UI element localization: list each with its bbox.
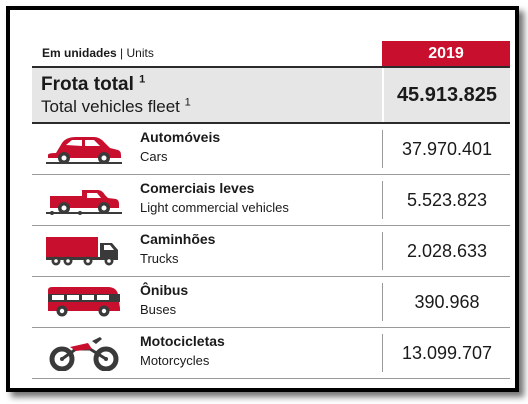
row-value: 5.523.823 bbox=[406, 189, 488, 210]
column-divider bbox=[382, 181, 383, 219]
table-row: Comerciais leves Light commercial vehicl… bbox=[32, 175, 510, 226]
table-row: Motocicletas Motorcycles 13.099.707 bbox=[32, 328, 510, 379]
table-row: Ônibus Buses 390.968 bbox=[32, 277, 510, 328]
row-value: 2.028.633 bbox=[406, 240, 488, 261]
bus-icon bbox=[42, 284, 124, 320]
total-label-pt: Frota total 1 bbox=[41, 74, 145, 96]
table-row: Caminhões Trucks 2.028.633 bbox=[32, 226, 510, 277]
total-value: 45.913.825 bbox=[396, 83, 498, 106]
column-divider bbox=[382, 68, 384, 122]
row-label-en: Light commercial vehicles bbox=[140, 200, 289, 215]
row-label-en: Trucks bbox=[140, 251, 179, 266]
row-label-en: Buses bbox=[140, 302, 177, 317]
year-header: 2019 bbox=[382, 41, 510, 66]
truck-icon bbox=[42, 233, 124, 269]
column-divider bbox=[382, 283, 383, 321]
total-footnote-pt: 1 bbox=[139, 73, 146, 86]
row-label-en: Cars bbox=[140, 149, 168, 164]
column-divider bbox=[382, 334, 383, 372]
row-value: 13.099.707 bbox=[401, 342, 493, 363]
row-label-pt: Automóveis bbox=[140, 129, 221, 145]
column-divider bbox=[382, 232, 383, 270]
column-divider bbox=[382, 130, 383, 168]
pickup-truck-icon bbox=[42, 182, 124, 218]
total-label-en: Total vehicles fleet 1 bbox=[41, 97, 191, 117]
row-label-pt: Comerciais leves bbox=[140, 180, 255, 196]
unit-label: Em unidades | Units bbox=[42, 46, 154, 60]
table-frame: Em unidades | Units 2019 Frota total 1 T… bbox=[6, 6, 519, 392]
fleet-table: Em unidades | Units 2019 Frota total 1 T… bbox=[32, 32, 510, 379]
table-header: Em unidades | Units 2019 bbox=[32, 32, 510, 66]
total-label-en-text: Total vehicles fleet bbox=[41, 97, 180, 116]
unit-label-en: Units bbox=[126, 46, 154, 60]
row-value: 37.970.401 bbox=[401, 138, 493, 159]
total-footnote-en: 1 bbox=[184, 96, 191, 109]
unit-separator: | bbox=[116, 46, 127, 60]
total-label-pt-text: Frota total bbox=[41, 74, 134, 95]
motorcycle-icon bbox=[42, 335, 124, 372]
row-label-pt: Caminhões bbox=[140, 231, 216, 247]
car-icon bbox=[42, 131, 124, 167]
table-row: Automóveis Cars 37.970.401 bbox=[32, 124, 510, 175]
row-label-en: Motorcycles bbox=[140, 353, 210, 368]
unit-label-pt: Em unidades bbox=[42, 46, 117, 60]
row-label-pt: Motocicletas bbox=[140, 333, 225, 349]
row-label-pt: Ônibus bbox=[140, 282, 189, 298]
row-value: 390.968 bbox=[414, 291, 480, 312]
total-row: Frota total 1 Total vehicles fleet 1 45.… bbox=[32, 66, 510, 124]
